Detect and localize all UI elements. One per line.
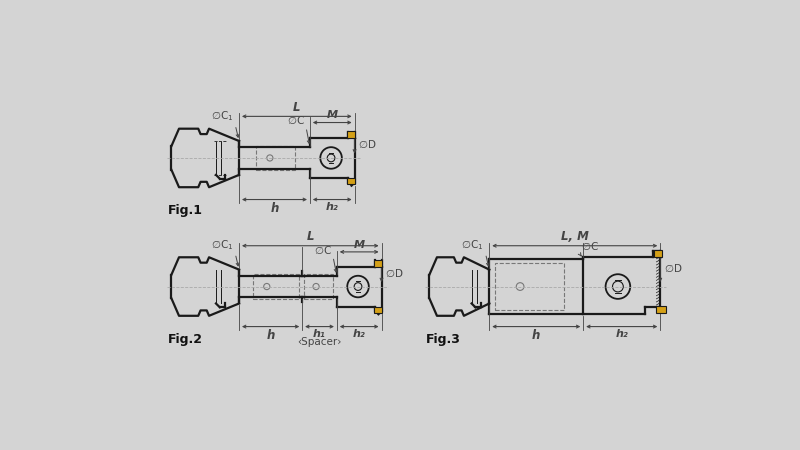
Bar: [654, 250, 662, 257]
Text: M: M: [326, 110, 338, 120]
Text: M: M: [354, 239, 365, 250]
Text: h: h: [266, 329, 275, 342]
Text: Fig.1: Fig.1: [167, 204, 202, 217]
Bar: [304, 274, 333, 299]
Text: $\varnothing$D: $\varnothing$D: [386, 267, 404, 279]
Text: $\varnothing$C: $\varnothing$C: [314, 244, 331, 256]
Bar: [374, 306, 382, 313]
Text: ‹Spacer›: ‹Spacer›: [298, 338, 342, 347]
Text: Fig.3: Fig.3: [426, 333, 460, 346]
Bar: [347, 178, 354, 184]
Text: h₂: h₂: [326, 202, 338, 212]
Bar: [256, 146, 294, 170]
Text: L: L: [293, 101, 301, 114]
Text: h₂: h₂: [353, 329, 366, 339]
Bar: [347, 131, 354, 138]
Text: $\varnothing$D: $\varnothing$D: [358, 138, 377, 150]
Text: $\varnothing$C$_1$: $\varnothing$C$_1$: [461, 238, 483, 252]
Text: h: h: [532, 329, 541, 342]
Text: h₂: h₂: [615, 329, 628, 339]
Text: $\varnothing$C$_1$: $\varnothing$C$_1$: [210, 238, 233, 252]
Bar: [374, 260, 382, 266]
Bar: [494, 263, 564, 310]
Text: $\varnothing$C$_1$: $\varnothing$C$_1$: [210, 109, 233, 123]
Text: $\varnothing$D: $\varnothing$D: [664, 262, 682, 274]
Text: Fig.2: Fig.2: [167, 333, 202, 346]
Text: L: L: [306, 230, 314, 243]
Text: L, M: L, M: [561, 230, 589, 243]
Bar: [253, 274, 299, 299]
Text: $\varnothing$C: $\varnothing$C: [581, 240, 598, 252]
Text: $\varnothing$C: $\varnothing$C: [286, 114, 305, 126]
Text: h₁: h₁: [313, 329, 326, 339]
Text: h: h: [270, 202, 278, 215]
Bar: [656, 306, 666, 313]
